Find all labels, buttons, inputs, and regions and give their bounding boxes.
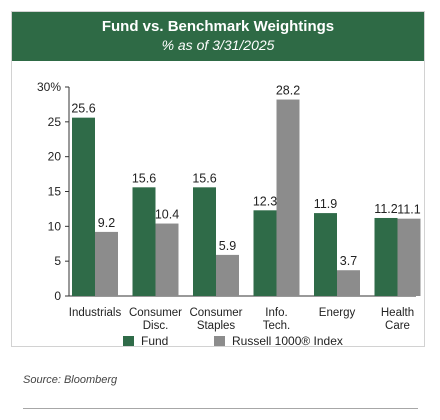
source-note: Source: Bloomberg bbox=[23, 374, 118, 386]
bar-fund bbox=[193, 187, 216, 296]
legend-label-fund: Fund bbox=[141, 334, 168, 346]
data-label: 3.7 bbox=[340, 254, 357, 268]
y-tick-label: 20 bbox=[48, 150, 62, 164]
category-label: Disc. bbox=[143, 320, 169, 332]
bar-fund bbox=[132, 187, 156, 296]
bar-index bbox=[216, 254, 239, 296]
data-label: 15.6 bbox=[132, 171, 156, 185]
legend-swatch-index bbox=[214, 336, 225, 346]
y-tick-label: 30% bbox=[37, 80, 61, 94]
chart-frame: 0 5 10 15 20 25 30% 25.6 9.2 Industrials 15.6 10.4 C… bbox=[11, 11, 425, 347]
data-label: 11.9 bbox=[314, 197, 337, 211]
chart-title: Fund vs. Benchmark Weightings bbox=[101, 18, 335, 35]
category-label: Consumer bbox=[129, 307, 182, 319]
bar-fund bbox=[374, 217, 398, 296]
bar-fund bbox=[253, 210, 277, 296]
bottom-divider bbox=[23, 408, 418, 409]
data-label: 25.6 bbox=[71, 102, 95, 116]
y-tick-label: 0 bbox=[54, 289, 61, 303]
y-tick-label: 25 bbox=[48, 115, 62, 129]
category-label: Consumer bbox=[189, 307, 242, 319]
y-tick-label: 15 bbox=[48, 185, 62, 199]
bar-index bbox=[397, 218, 421, 296]
y-tick-label: 10 bbox=[48, 219, 62, 233]
header-background bbox=[12, 12, 424, 61]
data-label: 28.2 bbox=[276, 84, 300, 98]
category-label: Info. bbox=[265, 307, 287, 319]
legend-label-index: Russell 1000® Index bbox=[232, 334, 343, 346]
legend-swatch-fund bbox=[123, 336, 134, 346]
data-label: 9.2 bbox=[98, 216, 115, 230]
chart-header: Fund vs. Benchmark Weightings % as of 3/… bbox=[12, 12, 424, 61]
bar-index bbox=[95, 231, 118, 296]
bar-fund bbox=[72, 117, 95, 296]
bar-fund bbox=[314, 213, 337, 296]
category-label: Tech. bbox=[263, 320, 291, 332]
category-label: Industrials bbox=[69, 307, 122, 319]
y-tick-label: 5 bbox=[54, 254, 61, 268]
category-label: Staples bbox=[197, 320, 236, 332]
data-label: 15.6 bbox=[192, 171, 216, 185]
bar-index bbox=[276, 99, 300, 296]
bar-index bbox=[337, 270, 360, 296]
data-label: 5.9 bbox=[219, 239, 236, 253]
bar-chart: 0 5 10 15 20 25 30% 25.6 9.2 Industrials 15.6 10.4 C… bbox=[12, 12, 424, 346]
chart-subtitle: % as of 3/31/2025 bbox=[161, 37, 275, 53]
data-label: 11.2 bbox=[374, 202, 397, 216]
bar-index bbox=[155, 223, 179, 296]
category-label: Energy bbox=[319, 307, 356, 319]
category-label: Health bbox=[381, 307, 414, 319]
data-label: 11.1 bbox=[397, 203, 420, 217]
category-label: Care bbox=[385, 320, 410, 332]
data-label: 10.4 bbox=[155, 208, 179, 222]
data-label: 12.3 bbox=[253, 194, 277, 208]
